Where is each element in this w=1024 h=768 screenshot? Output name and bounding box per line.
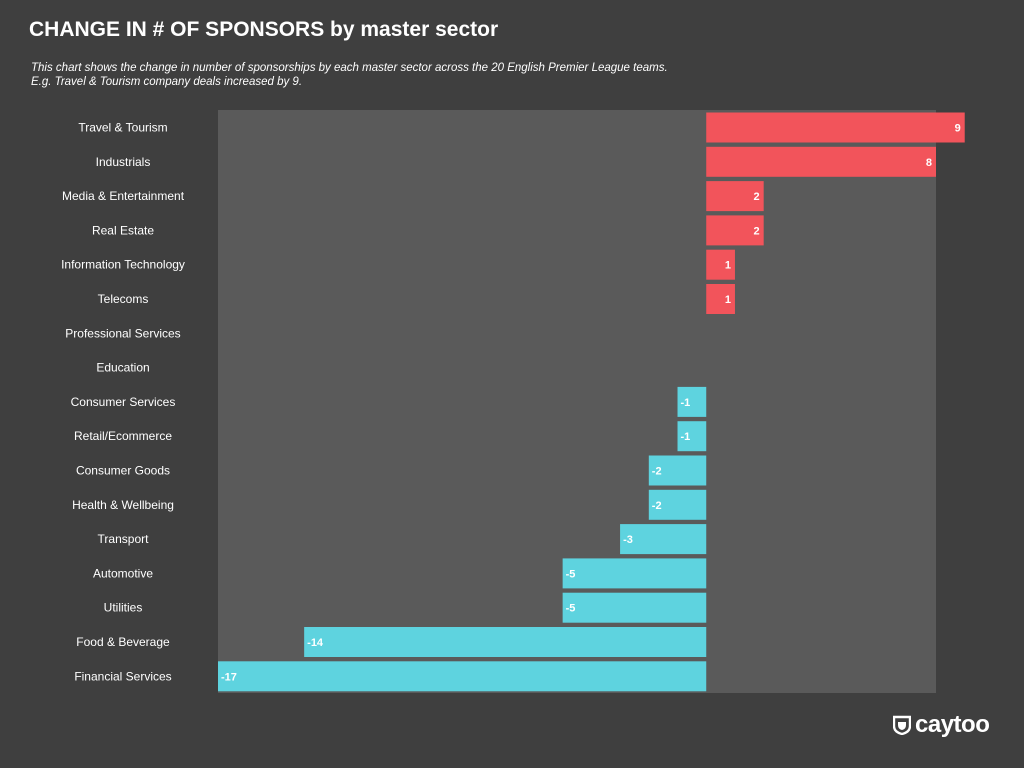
- bar-health-wellbeing: [648, 489, 707, 520]
- bars-layer: 9 8 2 2 1 1 -1 -1 -2 -2 -3 -5 -5 -14 -17: [218, 112, 965, 692]
- bar-information-technology: [706, 249, 735, 280]
- chart-subtitle: This chart shows the change in number of…: [31, 61, 668, 89]
- category-label-industrials: Industrials: [96, 155, 151, 169]
- category-label-information-technology: Information Technology: [61, 258, 185, 272]
- bar-telecoms: [706, 284, 735, 314]
- category-label-retail-ecommerce: Retail/Ecommerce: [74, 429, 172, 443]
- category-label-transport: Transport: [98, 532, 150, 546]
- data-label-real-estate: 2: [754, 225, 760, 237]
- bar-travel-tourism: [706, 112, 965, 143]
- category-label-real-estate: Real Estate: [92, 223, 154, 237]
- brand-name: caytoo: [915, 711, 990, 738]
- category-label-utilities: Utilities: [104, 601, 143, 615]
- category-label-education: Education: [96, 361, 149, 375]
- bar-real-estate: [706, 215, 764, 246]
- data-label-health-wellbeing: -2: [652, 500, 662, 512]
- category-label-travel-tourism: Travel & Tourism: [78, 121, 167, 135]
- bar-food-beverage: [304, 627, 707, 657]
- data-label-industrials: 8: [926, 157, 932, 169]
- category-label-telecoms: Telecoms: [98, 292, 149, 306]
- bar-consumer-services: [677, 386, 707, 417]
- subtitle-line-1: This chart shows the change in number of…: [31, 62, 668, 74]
- bar-utilities: [562, 592, 707, 623]
- bar-industrials: [706, 146, 936, 177]
- category-label-media-entertainment: Media & Entertainment: [62, 189, 185, 203]
- category-label-health-wellbeing: Health & Wellbeing: [72, 498, 174, 512]
- chart-title: CHANGE IN # OF SPONSORS by master sector: [29, 18, 499, 41]
- bar-financial-services: [218, 661, 707, 692]
- category-label-financial-services: Financial Services: [74, 669, 171, 683]
- data-label-retail-ecommerce: -1: [681, 431, 691, 443]
- bar-retail-ecommerce: [677, 421, 707, 452]
- data-label-automotive: -5: [566, 568, 576, 580]
- bar-automotive: [562, 558, 707, 589]
- bar-transport: [620, 524, 707, 555]
- category-label-consumer-goods: Consumer Goods: [76, 464, 170, 478]
- data-label-food-beverage: -14: [307, 637, 324, 649]
- caytoo-shield-icon: [893, 715, 911, 735]
- data-label-transport: -3: [623, 534, 633, 546]
- data-label-consumer-goods: -2: [652, 466, 662, 478]
- category-label-consumer-services: Consumer Services: [71, 395, 176, 409]
- bar-media-entertainment: [706, 181, 764, 212]
- category-labels-layer: Travel & Tourism Industrials Media & Enter…: [61, 121, 185, 684]
- data-label-information-technology: 1: [725, 260, 731, 272]
- data-label-media-entertainment: 2: [754, 191, 760, 203]
- data-label-travel-tourism: 9: [955, 123, 961, 135]
- data-label-utilities: -5: [566, 603, 576, 615]
- category-label-professional-services: Professional Services: [65, 326, 180, 340]
- brand-logo: caytoo: [893, 711, 990, 739]
- category-label-food-beverage: Food & Beverage: [76, 635, 170, 649]
- subtitle-line-2: E.g. Travel & Tourism company deals incr…: [31, 76, 303, 88]
- data-label-telecoms: 1: [725, 294, 731, 306]
- data-label-consumer-services: -1: [681, 397, 691, 409]
- category-label-automotive: Automotive: [93, 566, 153, 580]
- data-label-financial-services: -17: [221, 671, 237, 683]
- bar-consumer-goods: [648, 455, 707, 486]
